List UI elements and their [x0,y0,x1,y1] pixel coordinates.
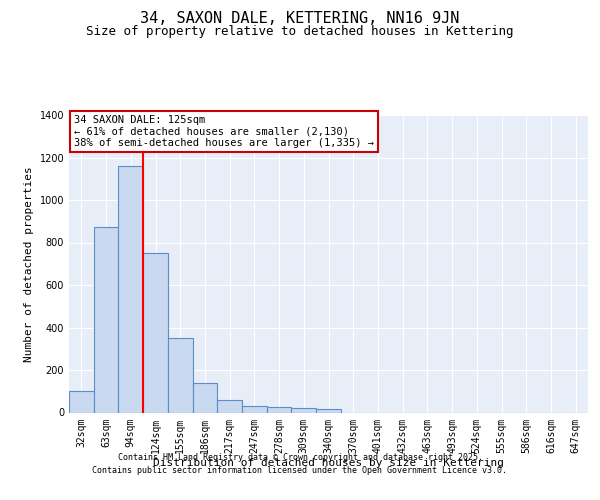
Text: 34 SAXON DALE: 125sqm
← 61% of detached houses are smaller (2,130)
38% of semi-d: 34 SAXON DALE: 125sqm ← 61% of detached … [74,115,374,148]
Bar [316,410,341,412]
Bar [69,391,94,412]
Bar [143,253,168,412]
Bar [242,406,267,412]
Text: Size of property relative to detached houses in Kettering: Size of property relative to detached ho… [86,25,514,38]
Text: 34, SAXON DALE, KETTERING, NN16 9JN: 34, SAXON DALE, KETTERING, NN16 9JN [140,11,460,26]
Bar [94,226,118,412]
Bar [292,408,316,412]
Bar [168,338,193,412]
Bar [118,166,143,412]
Bar [193,383,217,412]
Bar [267,407,292,412]
Text: Contains public sector information licensed under the Open Government Licence v3: Contains public sector information licen… [92,466,508,475]
Bar [217,400,242,412]
Y-axis label: Number of detached properties: Number of detached properties [24,166,34,362]
X-axis label: Distribution of detached houses by size in Kettering: Distribution of detached houses by size … [153,458,504,468]
Text: Contains HM Land Registry data © Crown copyright and database right 2025.: Contains HM Land Registry data © Crown c… [118,452,482,462]
